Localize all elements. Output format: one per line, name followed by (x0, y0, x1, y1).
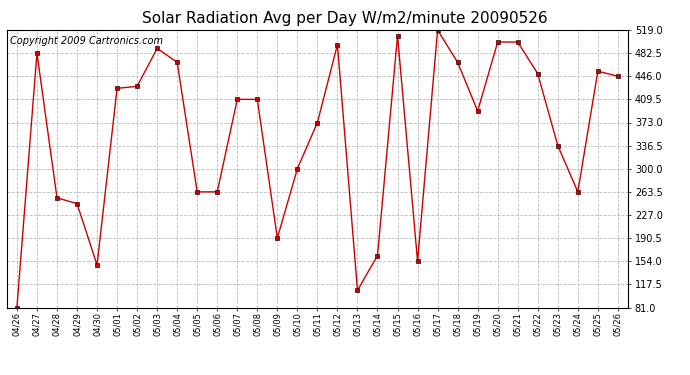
Text: Copyright 2009 Cartronics.com: Copyright 2009 Cartronics.com (10, 36, 163, 45)
Text: Solar Radiation Avg per Day W/m2/minute 20090526: Solar Radiation Avg per Day W/m2/minute … (142, 11, 548, 26)
